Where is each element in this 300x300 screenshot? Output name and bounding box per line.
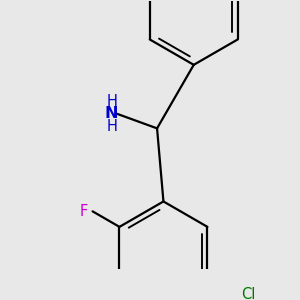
Text: Cl: Cl — [241, 287, 255, 300]
Text: N: N — [105, 106, 119, 122]
Text: F: F — [80, 204, 88, 219]
Text: H: H — [106, 119, 117, 134]
Text: H: H — [106, 94, 117, 109]
